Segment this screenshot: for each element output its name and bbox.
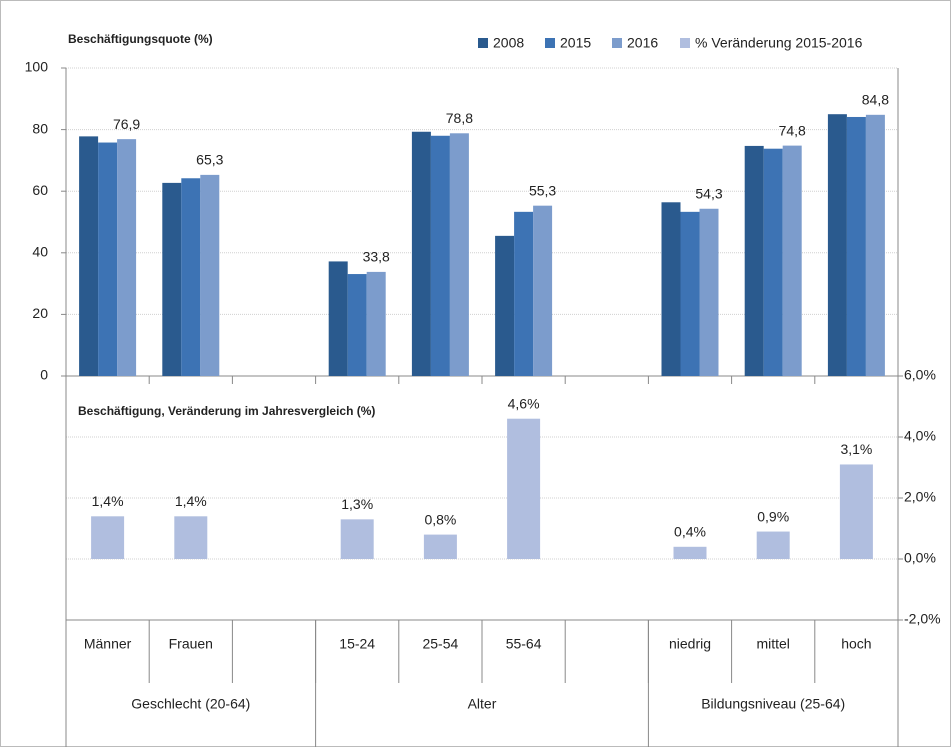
y2-tick-label: 4,0% xyxy=(904,428,936,444)
bar xyxy=(162,182,182,376)
bar xyxy=(507,418,541,559)
y2-tick-label: -2,0% xyxy=(904,611,941,627)
y-tick-label: 60 xyxy=(32,182,48,198)
bar xyxy=(117,139,137,376)
x-tick-label: 25-54 xyxy=(422,636,458,652)
legend-swatch xyxy=(612,38,622,48)
bar xyxy=(328,261,348,376)
data-label: 74,8 xyxy=(779,122,806,138)
bar xyxy=(673,546,707,559)
bar xyxy=(79,136,99,376)
legend-swatch xyxy=(545,38,555,48)
data-label: 4,6% xyxy=(508,395,540,411)
legend-label: 2008 xyxy=(493,35,524,51)
chart-title: Beschäftigungsquote (%) xyxy=(68,32,213,46)
data-label: 3,1% xyxy=(840,441,872,457)
data-label: 84,8 xyxy=(862,92,889,108)
data-label: 65,3 xyxy=(196,152,223,168)
y2-tick-label: 6,0% xyxy=(904,367,936,383)
data-label: 0,8% xyxy=(424,511,456,527)
bar xyxy=(661,202,681,376)
bar xyxy=(174,516,208,559)
data-label: 1,4% xyxy=(175,493,207,509)
legend-swatch xyxy=(478,38,488,48)
x-tick-label: niedrig xyxy=(669,636,711,652)
bar xyxy=(98,142,118,376)
legend-label: 2015 xyxy=(560,35,591,51)
x-tick-label: Männer xyxy=(84,636,132,652)
group-label: Bildungsniveau (25-64) xyxy=(701,696,845,712)
bar xyxy=(839,464,873,559)
bar xyxy=(533,205,553,376)
bar xyxy=(763,148,783,376)
bar xyxy=(181,178,201,376)
bar xyxy=(347,274,367,376)
bar xyxy=(430,135,450,376)
legend-label: % Veränderung 2015-2016 xyxy=(695,35,863,51)
bar xyxy=(680,211,700,376)
data-label: 33,8 xyxy=(363,249,390,265)
bar xyxy=(744,145,764,376)
y-tick-label: 100 xyxy=(25,59,49,75)
bar xyxy=(865,114,885,376)
y-tick-label: 40 xyxy=(32,244,48,260)
bar xyxy=(846,116,866,377)
y-tick-label: 0 xyxy=(40,367,48,383)
y-tick-label: 80 xyxy=(32,120,48,136)
bar xyxy=(514,211,534,376)
x-tick-label: 55-64 xyxy=(506,636,542,652)
bar xyxy=(366,271,386,376)
data-label: 55,3 xyxy=(529,182,556,198)
legend-label: 2016 xyxy=(627,35,658,51)
x-tick-label: Frauen xyxy=(169,636,213,652)
data-label: 76,9 xyxy=(113,116,140,132)
data-label: 0,9% xyxy=(757,508,789,524)
x-tick-label: 15-24 xyxy=(339,636,375,652)
data-label: 54,3 xyxy=(695,185,722,201)
x-tick-label: hoch xyxy=(841,636,871,652)
bar xyxy=(91,516,125,559)
data-label: 0,4% xyxy=(674,524,706,540)
x-tick-label: mittel xyxy=(756,636,789,652)
data-label: 1,3% xyxy=(341,496,373,512)
bar xyxy=(699,208,719,376)
bar xyxy=(756,531,790,559)
data-label: 1,4% xyxy=(92,493,124,509)
data-label: 78,8 xyxy=(446,110,473,126)
chart-subtitle: Beschäftigung, Veränderung im Jahresverg… xyxy=(78,404,375,418)
bar xyxy=(200,174,220,376)
bar xyxy=(782,145,802,376)
bar xyxy=(423,534,457,559)
bar xyxy=(449,133,469,376)
bar xyxy=(495,235,515,376)
bar xyxy=(827,114,847,376)
y-tick-label: 20 xyxy=(32,305,48,321)
bar xyxy=(411,131,431,376)
legend-swatch xyxy=(680,38,690,48)
y2-tick-label: 2,0% xyxy=(904,489,936,505)
bar xyxy=(340,519,374,559)
group-label: Geschlecht (20-64) xyxy=(131,696,250,712)
group-label: Alter xyxy=(468,696,497,712)
y2-tick-label: 0,0% xyxy=(904,550,936,566)
